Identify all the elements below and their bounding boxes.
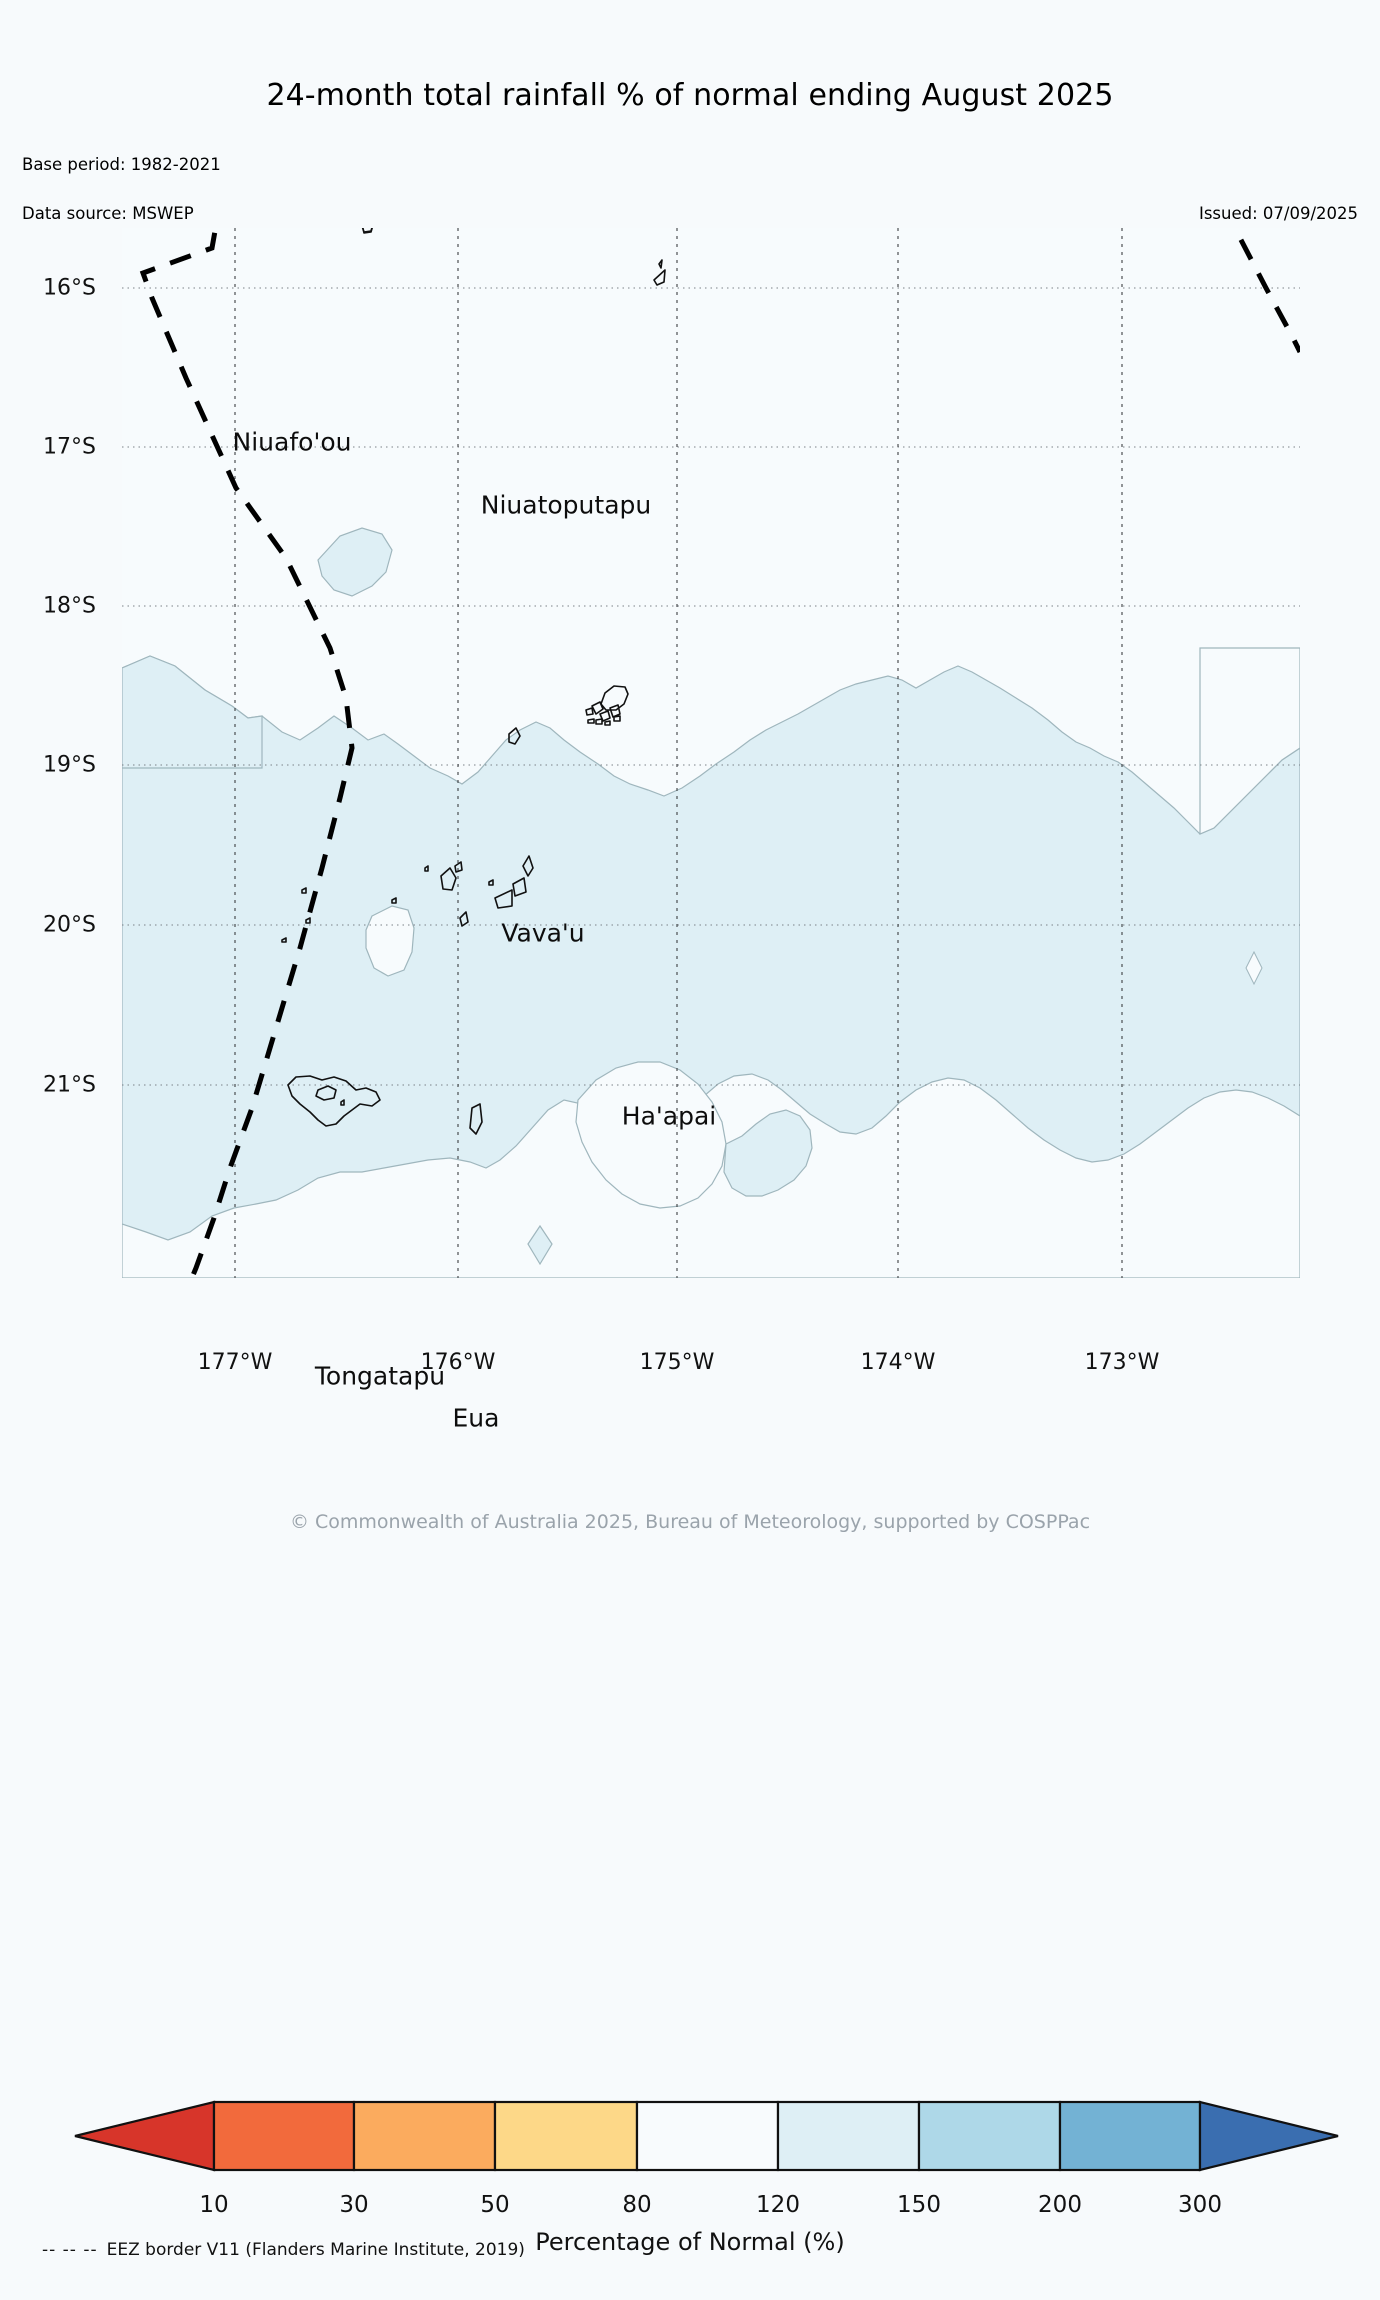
island-haapai-tofua — [454, 861, 463, 873]
lon-tick-174w: 174°W — [860, 1350, 936, 1375]
band-120-150-shoulder-northwest — [122, 655, 263, 769]
lon-tick-176w: 176°W — [420, 1350, 496, 1375]
data-source-text: Data source: MSWEP — [22, 204, 194, 223]
island-haapai-uoleva — [512, 877, 527, 897]
place-label-eua: Eua — [452, 1403, 500, 1433]
eez-legend: -- -- -- EEZ border V11 (Flanders Marine… — [42, 2240, 525, 2260]
colorbar-figure: 10 30 50 80 120 150 200 300 Percentage o… — [0, 2080, 1380, 2300]
colorbar-band-under-10 — [74, 2100, 216, 2172]
island-eua — [469, 1103, 483, 1135]
island-haapai-dot3 — [301, 887, 307, 894]
lat-tick-18s: 18°S — [43, 593, 96, 619]
island-vavau-sub6 — [587, 718, 595, 724]
colorbar-tick-120: 120 — [756, 2192, 800, 2218]
band-120-150-sliver-south — [527, 1224, 553, 1266]
island-vavau-main — [600, 685, 629, 711]
place-label-vavau: Vava'u — [501, 918, 585, 948]
island-tongatapu-inner — [315, 1085, 337, 1101]
island-late — [508, 727, 521, 745]
band-80-120-lobe-tongatapu — [575, 1061, 727, 1209]
niuafoou-outline — [361, 228, 373, 233]
lat-tick-19s: 19°S — [43, 752, 96, 778]
map-canvas — [0, 228, 1300, 1278]
island-tongatapu-dot — [340, 1099, 345, 1106]
colorbar-band-150-200 — [917, 2100, 1062, 2172]
eez-dash-sample-icon: -- -- -- — [42, 2240, 98, 2260]
eez-border-layer — [139, 228, 1300, 1278]
colorbar-tick-10: 10 — [199, 2192, 229, 2218]
island-vavau-sub1 — [591, 701, 604, 715]
place-label-tongatapu: Tongatapu — [314, 1361, 446, 1391]
island-haapai-dot2 — [391, 897, 397, 904]
band-120-150-dot-east — [1245, 950, 1263, 986]
island-vavau-sub7 — [613, 715, 621, 722]
colorbar-axis-label: Percentage of Normal (%) — [535, 2228, 845, 2256]
place-label-niuatoputapu: Niuatoputapu — [480, 490, 652, 520]
map-figure: 16°S 17°S 18°S 19°S 20°S 21°S 177°W 176°… — [0, 228, 1380, 1918]
eez-border-northeast — [1233, 228, 1300, 354]
band-120-150-arm-eua — [723, 1109, 813, 1197]
island-haapai-small2 — [459, 911, 469, 927]
lat-tick-20s: 20°S — [43, 912, 96, 938]
eez-border-west — [139, 228, 355, 1278]
issued-date-text: Issued: 07/09/2025 — [1198, 204, 1358, 223]
map-attribution: © Commonwealth of Australia 2025, Bureau… — [289, 1511, 1091, 1533]
page-title: 24-month total rainfall % of normal endi… — [266, 78, 1114, 113]
rainfall-shading-layer — [122, 527, 1300, 1278]
island-haapai-dot1 — [424, 865, 429, 872]
place-label-haapai: Ha'apai — [621, 1101, 717, 1131]
colorbar-band-30-50 — [352, 2100, 497, 2172]
lon-tick-175w: 175°W — [639, 1350, 715, 1375]
map-gridlines-vertical — [234, 228, 1123, 1278]
colorbar-band-120-150 — [776, 2100, 921, 2172]
island-haapai-uiha — [494, 889, 513, 909]
island-haapai-small1 — [488, 879, 494, 886]
colorbar-band-50-80 — [493, 2100, 639, 2172]
band-120-150-patch-north — [317, 527, 393, 597]
island-haapai-lifuka — [522, 855, 534, 877]
colorbar-band-10-30 — [212, 2100, 356, 2172]
colorbar-band-80-120 — [635, 2100, 780, 2172]
island-vavau-sub4 — [585, 707, 594, 716]
map-gridlines — [122, 287, 1300, 1086]
island-vavau-sub3 — [609, 704, 621, 718]
colorbar-band-over-300 — [1198, 2100, 1339, 2172]
colorbar-tick-200: 200 — [1038, 2192, 1082, 2218]
island-niuatoputapu-main — [653, 269, 666, 286]
island-haapai-dot5 — [281, 937, 287, 943]
island-niuatoputapu-small — [658, 259, 663, 269]
island-haapai-dot4 — [305, 917, 311, 924]
lat-tick-16s: 16°S — [43, 275, 96, 301]
eez-legend-label: EEZ border V11 (Flanders Marine Institut… — [106, 2240, 525, 2260]
island-vavau-sub8 — [604, 720, 611, 726]
colorbar-canvas — [74, 2100, 1339, 2172]
island-outlines-layer — [0, 228, 666, 1135]
band-80-120-inlet-east — [1199, 647, 1300, 835]
band-80-120-hole-central — [365, 905, 415, 977]
place-label-niuafoou: Niuafo'ou — [232, 427, 352, 457]
lat-tick-17s: 17°S — [43, 434, 96, 460]
colorbar-tick-300: 300 — [1178, 2192, 1222, 2218]
colorbar-tick-80: 80 — [622, 2192, 652, 2218]
colorbar-tick-150: 150 — [897, 2192, 941, 2218]
colorbar-band-200-300 — [1058, 2100, 1202, 2172]
colorbar-tick-30: 30 — [339, 2192, 369, 2218]
island-haapai-kao — [440, 867, 457, 891]
island-tongatapu — [287, 1075, 381, 1127]
lon-tick-173w: 173°W — [1084, 1350, 1160, 1375]
base-period-text: Base period: 1982-2021 — [22, 155, 221, 174]
lon-tick-177w: 177°W — [197, 1350, 273, 1375]
island-vavau-sub5 — [595, 718, 603, 725]
colorbar-tick-50: 50 — [480, 2192, 510, 2218]
lat-tick-21s: 21°S — [43, 1072, 96, 1098]
